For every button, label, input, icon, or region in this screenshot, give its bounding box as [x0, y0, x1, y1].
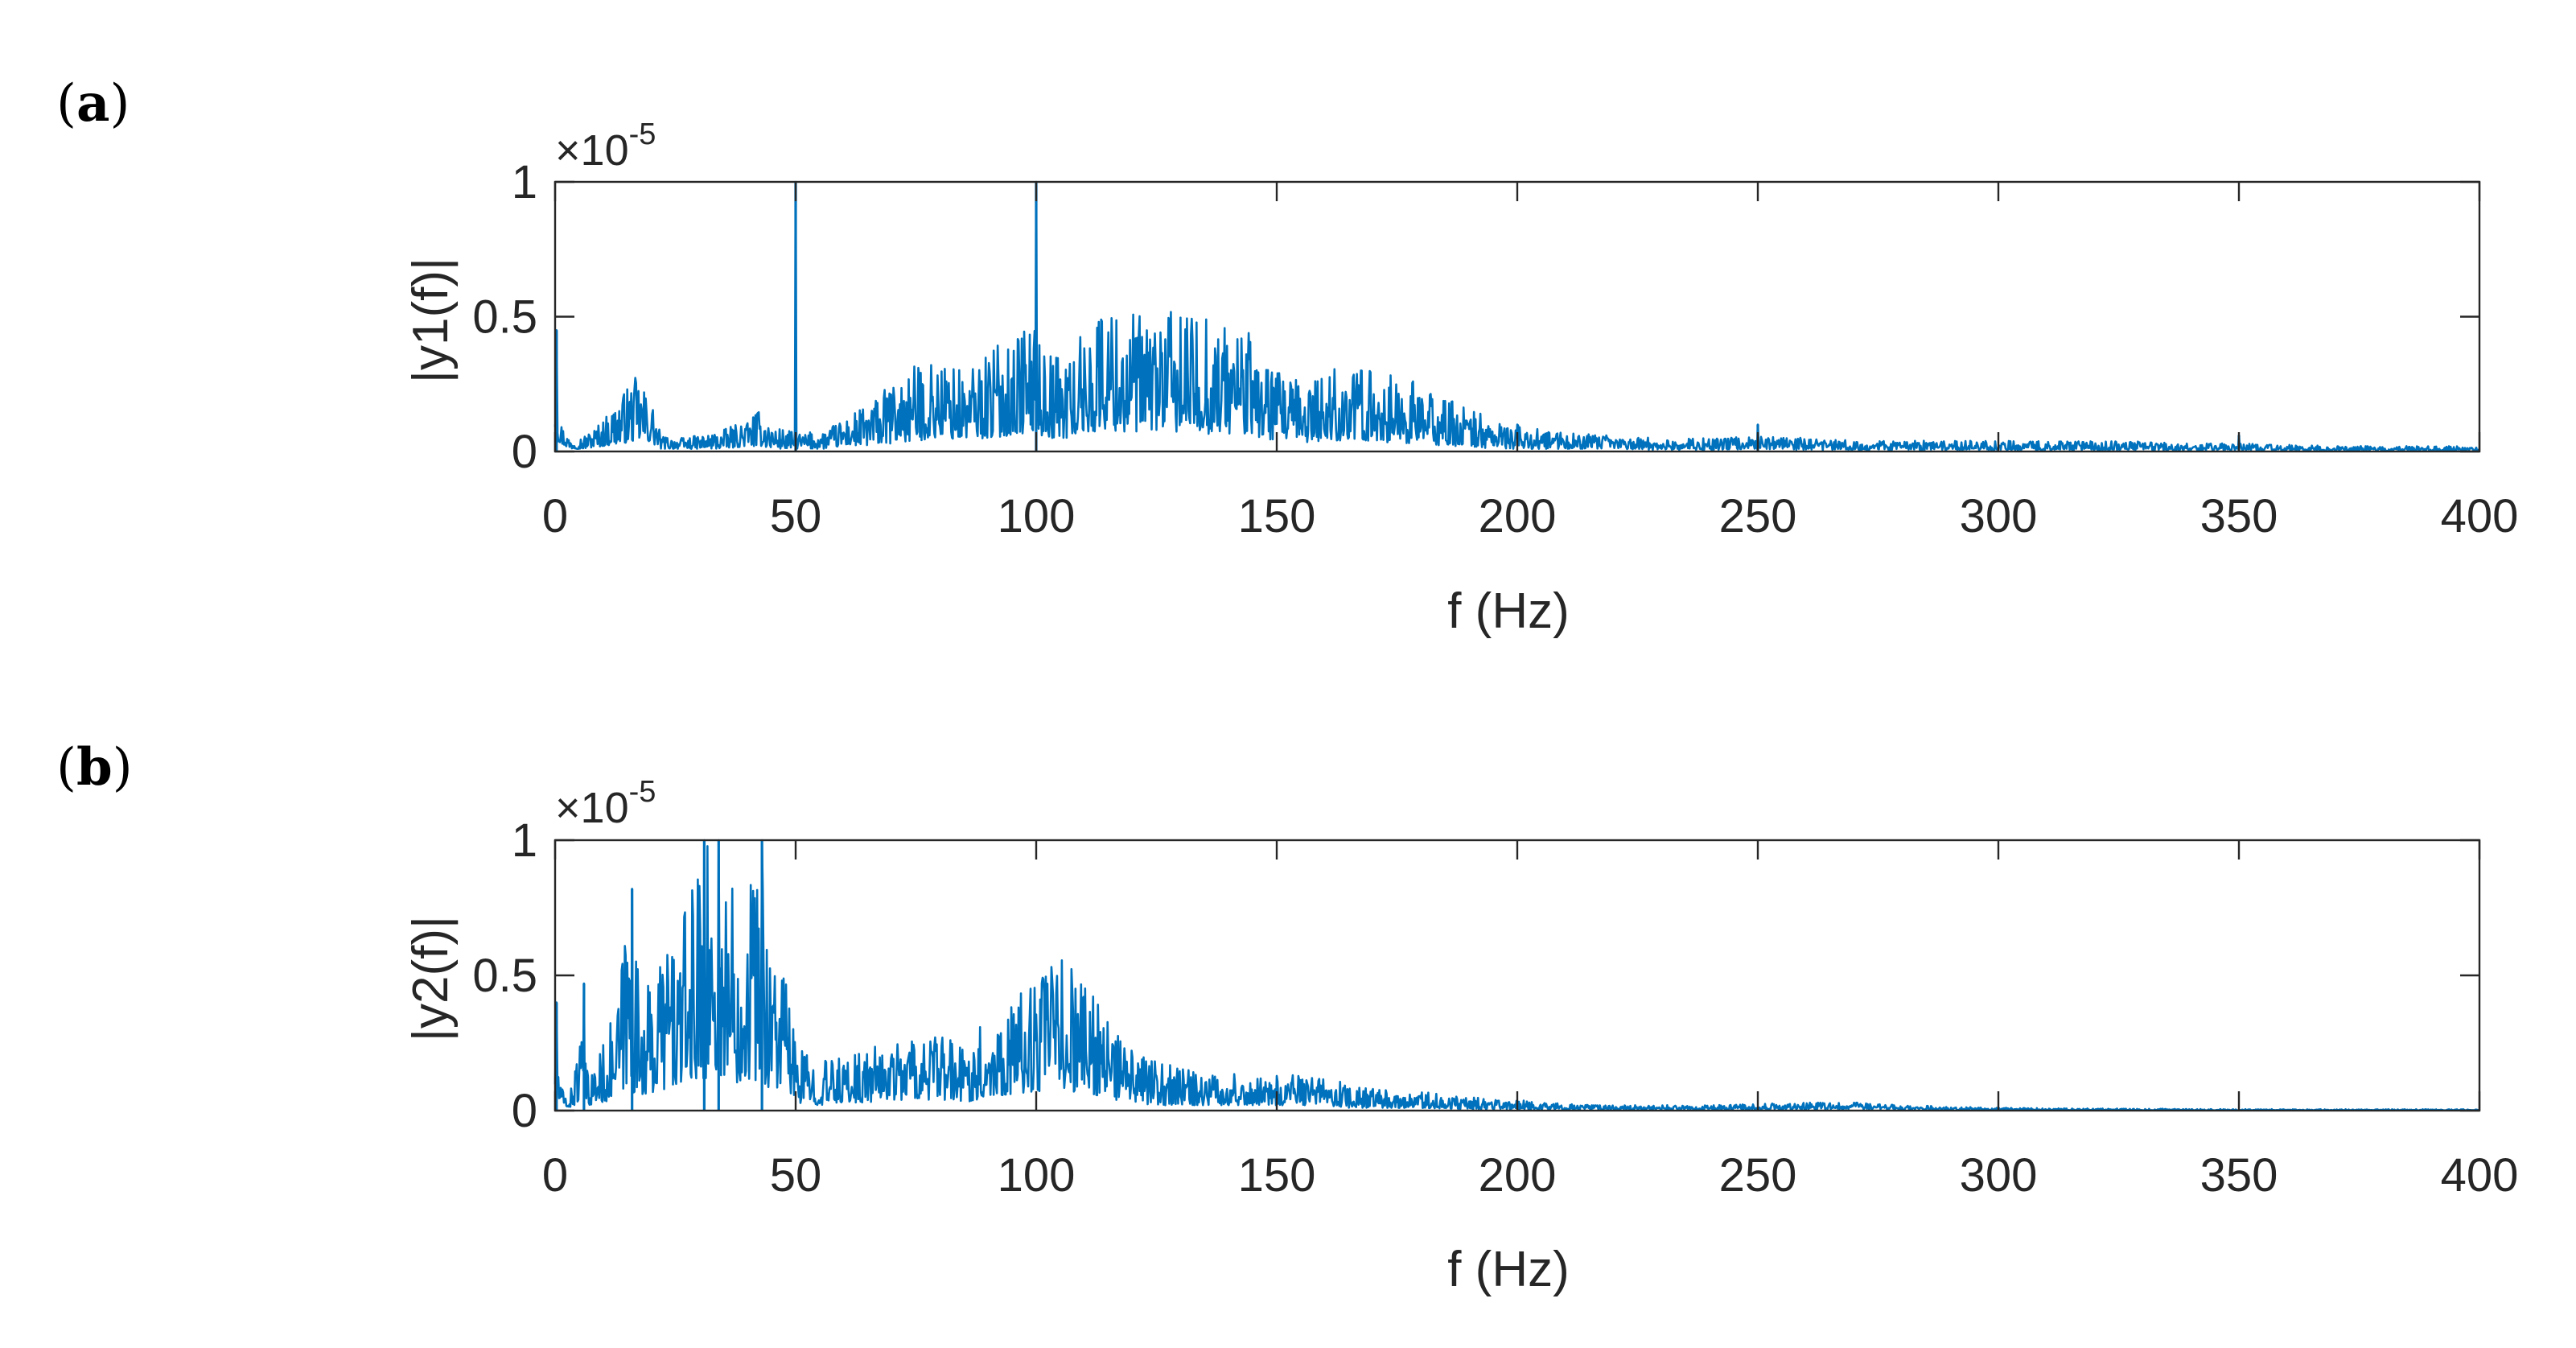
panel-b-label: (b)	[56, 737, 133, 798]
y-axis-label-a: |y1(f)|	[403, 258, 459, 383]
x-tick-label-a-8: 400	[2441, 490, 2519, 542]
y-tick-label-b-1: 0.5	[472, 950, 537, 1002]
x-axis-label-b: f (Hz)	[1447, 1242, 1570, 1297]
x-tick-label-b-0: 0	[542, 1149, 568, 1202]
y-tick-label-a-1: 0.5	[472, 291, 537, 344]
x-tick-label-b-2: 100	[998, 1149, 1076, 1202]
x-tick-label-b-7: 350	[2200, 1149, 2278, 1202]
x-tick-label-a-5: 250	[1719, 490, 1797, 542]
x-tick-label-a-7: 350	[2200, 490, 2278, 542]
x-tick-label-a-4: 200	[1479, 490, 1557, 542]
y-tick-label-a-0: 0	[512, 426, 537, 478]
x-tick-label-b-3: 150	[1238, 1149, 1316, 1202]
series-trace-a	[553, 180, 2480, 452]
y-axis-label-b: |y2(f)|	[403, 916, 459, 1041]
x-tick-label-b-6: 300	[1960, 1149, 2038, 1202]
y-tick-label-b-0: 0	[512, 1085, 537, 1137]
exponent-label-a: ×10-5	[555, 117, 656, 175]
exponent-label-b: ×10-5	[555, 775, 656, 832]
y-tick-label-b-2: 1	[512, 814, 537, 867]
x-tick-label-a-3: 150	[1238, 490, 1316, 542]
x-tick-label-b-8: 400	[2441, 1149, 2519, 1202]
y-tick-label-a-2: 1	[512, 156, 537, 208]
x-tick-label-b-1: 50	[770, 1149, 822, 1202]
x-tick-label-b-5: 250	[1719, 1149, 1797, 1202]
panel-a-label: (a)	[56, 73, 130, 134]
plot-area-a: 0 50 100 150 200 250 300 350 400 0 0.5 1	[472, 156, 2518, 542]
x-tick-label-b-4: 200	[1479, 1149, 1557, 1202]
plot-area-b: 0 50 100 150 200 250 300 350 400 0 0.5 1	[472, 814, 2518, 1202]
x-axis-label-a: f (Hz)	[1447, 583, 1570, 639]
x-tick-label-a-6: 300	[1960, 490, 2038, 542]
x-tick-label-a-2: 100	[998, 490, 1076, 542]
x-tick-label-a-1: 50	[770, 490, 822, 542]
x-tick-label-a-0: 0	[542, 490, 568, 542]
